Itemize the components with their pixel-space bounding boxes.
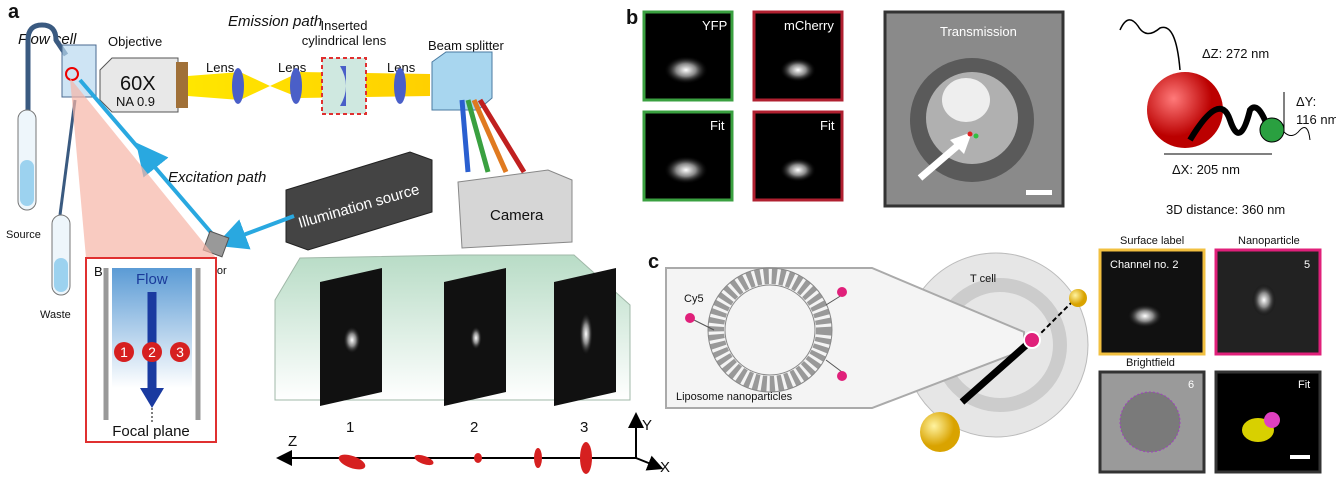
- emission-path-label: Emission path: [228, 13, 322, 30]
- lens: [232, 68, 244, 104]
- spot: [343, 326, 361, 354]
- emission-beam: [188, 72, 430, 100]
- psf-shape: [580, 442, 592, 474]
- lens-label: Lens: [206, 60, 235, 75]
- tubing: [60, 100, 75, 215]
- lens: [290, 68, 302, 104]
- magnification: 60X: [120, 73, 156, 95]
- spot: [780, 158, 816, 182]
- tether: [1284, 128, 1310, 140]
- transmission-label: Transmission: [940, 24, 1017, 39]
- image-label: Fit: [710, 118, 725, 133]
- excitation-path-label: Excitation path: [168, 169, 266, 186]
- dz-label: ΔZ: 272 nm: [1202, 46, 1269, 61]
- t-cell-label: T cell: [970, 273, 996, 285]
- image-tag: 6: [1188, 379, 1194, 391]
- image-label: mCherry: [784, 18, 834, 33]
- dye-label: Cy5: [684, 293, 704, 305]
- spot: [470, 326, 482, 350]
- psf-shape: [534, 448, 542, 468]
- spot: [579, 312, 593, 356]
- dot: [974, 134, 979, 139]
- waste-label: Waste: [40, 309, 71, 321]
- inserted-lens-label: Inserted: [321, 18, 368, 33]
- total-distance: 3D distance: 360 nm: [1166, 202, 1285, 217]
- dye: [685, 313, 695, 323]
- cell-highlight: [942, 78, 990, 122]
- scale-bar: [1026, 190, 1052, 195]
- source-label: Source: [6, 229, 41, 241]
- figure: a Flow cell Source Waste Objective 60X N…: [0, 0, 1336, 477]
- spot: [1252, 284, 1276, 316]
- frame-label: 1: [346, 419, 354, 436]
- beam-splitter-label: Beam splitter: [428, 38, 505, 53]
- position-label: 1: [120, 344, 128, 360]
- psf-shape: [474, 453, 482, 463]
- liquid: [20, 160, 34, 206]
- axis-label: X: [660, 459, 670, 476]
- psf-shape: [413, 453, 435, 467]
- lens: [394, 68, 406, 104]
- green-particle: [1260, 118, 1284, 142]
- image-title: Brightfield: [1126, 357, 1175, 369]
- dy-label: ΔY:: [1296, 94, 1316, 109]
- excitation-beam: [230, 216, 294, 240]
- channel-images: YFP mCherry Fit Fit: [644, 12, 842, 200]
- image-title: Nanoparticle: [1238, 235, 1300, 247]
- liquid: [54, 258, 68, 292]
- probe: [920, 412, 960, 452]
- spot: [664, 156, 708, 184]
- spot: [780, 58, 816, 82]
- spot: [1264, 412, 1280, 428]
- axis-label: Y: [642, 417, 652, 434]
- liposome-label: Liposome nanoparticles: [676, 391, 793, 403]
- dye: [837, 287, 847, 297]
- image-label: Fit: [820, 118, 835, 133]
- image-tag: Fit: [1298, 379, 1310, 391]
- frame-label: 3: [580, 419, 588, 436]
- image-tag: Channel no. 2: [1110, 259, 1179, 271]
- dy-label: 116 nm: [1296, 112, 1336, 127]
- tether: [1120, 20, 1180, 70]
- dx-label: ΔX: 205 nm: [1172, 162, 1240, 177]
- image-title: Surface label: [1120, 235, 1184, 247]
- camera-label: Camera: [490, 207, 544, 224]
- inset-label: B: [94, 264, 103, 279]
- image-tag: 5: [1304, 259, 1310, 271]
- image-label: YFP: [702, 18, 727, 33]
- inserted-lens-label: cylindrical lens: [302, 33, 387, 48]
- nanoparticle: [1024, 332, 1040, 348]
- scale-bar: [1290, 455, 1310, 459]
- probe: [1069, 289, 1087, 307]
- dot: [968, 132, 973, 137]
- spot: [1127, 304, 1163, 328]
- channel-beam: [462, 100, 468, 172]
- cell-outline: [1120, 392, 1180, 452]
- x-axis: [636, 458, 656, 466]
- axis-label: Z: [288, 433, 297, 450]
- panel-label: b: [626, 7, 638, 29]
- dye: [837, 371, 847, 381]
- psf-shape: [337, 452, 367, 473]
- spot: [664, 56, 708, 84]
- position-label: 3: [176, 344, 184, 360]
- focal-plane-label: Focal plane: [112, 423, 190, 440]
- objective-label: Objective: [108, 34, 162, 49]
- frame-label: 2: [470, 419, 478, 436]
- objective-ring: [176, 62, 188, 108]
- aperture: NA 0.9: [116, 94, 155, 109]
- position-label: 2: [148, 344, 156, 360]
- flow-label: Flow: [136, 271, 168, 288]
- panel-label: c: [648, 251, 659, 273]
- panel-label: a: [8, 1, 20, 23]
